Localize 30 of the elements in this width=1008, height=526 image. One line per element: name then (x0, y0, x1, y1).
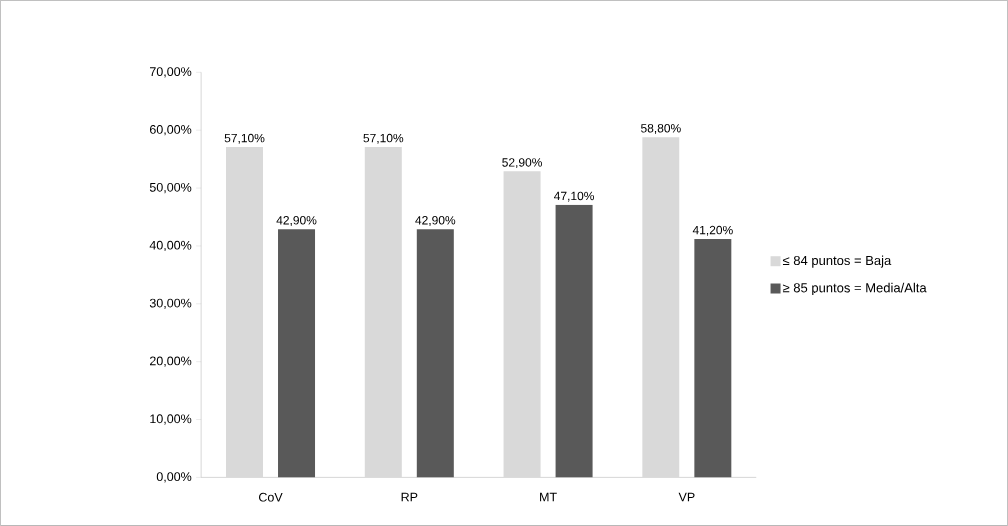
bar (278, 229, 316, 478)
y-tick-label: 30,00% (149, 298, 192, 309)
data-label: 52,90% (502, 158, 542, 169)
y-tick-label: 50,00% (149, 182, 192, 194)
y-tick-label: 10,00% (150, 414, 192, 425)
bar (555, 204, 593, 478)
x-tick-label: MT (540, 492, 557, 502)
bar (416, 229, 454, 478)
bar (503, 171, 541, 478)
data-label: 58,80% (640, 124, 681, 134)
y-tick-label: 40,00% (149, 240, 192, 252)
legend-label: ≤ 84 puntos = Baja (782, 255, 892, 268)
legend-label: ≥ 85 puntos = Media/Alta (782, 282, 927, 296)
x-tick-label: VP (678, 492, 695, 502)
bar (642, 137, 680, 478)
x-tick-label: CoV (258, 492, 283, 502)
x-tick-label: RP (401, 492, 418, 502)
bar (694, 239, 732, 478)
data-label: 42,90% (276, 216, 317, 226)
data-label: 41,20% (692, 225, 733, 236)
y-tick-label: 70,00% (150, 67, 192, 78)
data-label: 57,10% (224, 133, 265, 144)
y-tick-label: 60,00% (149, 125, 192, 136)
bar (364, 147, 402, 478)
y-tick-label: 20,00% (149, 356, 192, 367)
bar (226, 147, 264, 478)
data-label: 47,10% (554, 191, 594, 202)
y-tick-label: 0,00% (156, 472, 192, 483)
data-label: 57,10% (363, 133, 404, 144)
data-label: 42,90% (415, 216, 456, 226)
